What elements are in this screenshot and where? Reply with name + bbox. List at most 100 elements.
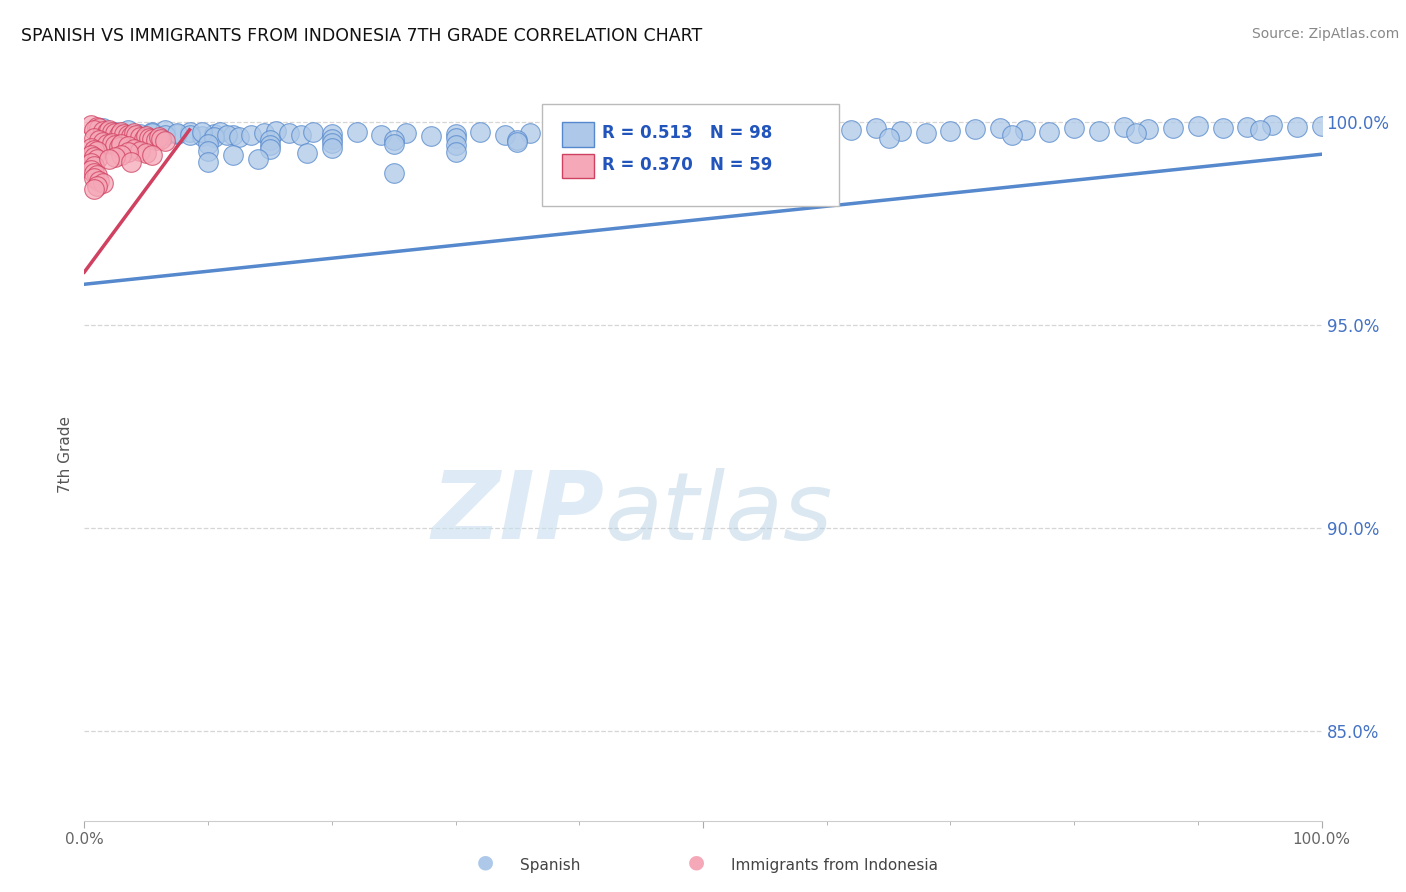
Point	[209, 125, 232, 139]
Point	[841, 123, 863, 137]
Point	[321, 132, 343, 146]
Point	[1285, 120, 1308, 134]
Point	[132, 132, 155, 146]
Point	[939, 123, 962, 137]
Point	[153, 128, 176, 142]
Point	[717, 126, 740, 140]
Point	[96, 125, 118, 139]
Point	[122, 126, 145, 140]
Point	[222, 128, 245, 142]
Point	[382, 136, 405, 151]
Point	[83, 131, 105, 145]
Point	[153, 123, 176, 137]
FancyBboxPatch shape	[562, 122, 595, 147]
Point	[253, 126, 276, 140]
Point	[141, 125, 163, 139]
Text: atlas: atlas	[605, 468, 832, 559]
Y-axis label: 7th Grade: 7th Grade	[58, 417, 73, 493]
Point	[1038, 125, 1060, 139]
Point	[129, 130, 152, 145]
Point	[100, 136, 122, 150]
Point	[91, 120, 114, 135]
Point	[120, 128, 142, 143]
Point	[228, 130, 250, 145]
Point	[790, 125, 813, 139]
Point	[86, 168, 108, 182]
Point	[1310, 119, 1333, 133]
Point	[444, 145, 467, 160]
Point	[166, 127, 188, 141]
FancyBboxPatch shape	[543, 103, 839, 206]
Point	[86, 120, 108, 134]
Point	[568, 133, 591, 147]
Point	[83, 165, 105, 179]
Point	[1261, 118, 1284, 132]
Point	[395, 126, 418, 140]
Text: SPANISH VS IMMIGRANTS FROM INDONESIA 7TH GRADE CORRELATION CHART: SPANISH VS IMMIGRANTS FROM INDONESIA 7TH…	[21, 27, 703, 45]
Point	[890, 123, 912, 137]
Point	[86, 144, 108, 158]
Point	[290, 128, 312, 142]
Point	[470, 125, 492, 139]
Point	[96, 136, 118, 151]
Point	[79, 162, 101, 177]
Point	[1161, 120, 1184, 135]
Point	[692, 128, 714, 142]
Point	[494, 128, 516, 142]
Point	[988, 120, 1011, 135]
Point	[141, 132, 163, 146]
Point	[117, 128, 139, 142]
Point	[153, 134, 176, 148]
Point	[150, 132, 173, 146]
Point	[444, 127, 467, 141]
Point	[1112, 120, 1135, 134]
Point	[91, 176, 114, 190]
Point	[79, 141, 101, 155]
Point	[91, 135, 114, 149]
Point	[104, 138, 127, 153]
Point	[965, 122, 987, 136]
Point	[914, 126, 936, 140]
Text: Source: ZipAtlas.com: Source: ZipAtlas.com	[1251, 27, 1399, 41]
Point	[79, 156, 101, 170]
Point	[692, 140, 714, 154]
Point	[191, 125, 214, 139]
Point	[79, 118, 101, 132]
Point	[145, 133, 167, 147]
Point	[1212, 120, 1234, 135]
Point	[191, 128, 214, 143]
Point	[91, 123, 114, 137]
Point	[259, 138, 281, 153]
Point	[815, 141, 838, 155]
Point	[129, 127, 152, 141]
Point	[110, 136, 132, 151]
Point	[89, 120, 111, 135]
FancyBboxPatch shape	[562, 153, 595, 178]
Point	[259, 142, 281, 156]
Point	[202, 127, 225, 141]
Point	[321, 136, 343, 150]
Point	[1001, 128, 1024, 142]
Point	[506, 133, 529, 147]
Point	[135, 128, 157, 143]
Point	[110, 148, 132, 162]
Point	[83, 143, 105, 157]
Point	[110, 125, 132, 139]
Text: Immigrants from Indonesia: Immigrants from Indonesia	[731, 858, 938, 872]
Point	[122, 142, 145, 156]
Point	[1063, 120, 1085, 135]
Point	[346, 125, 368, 139]
Point	[104, 125, 127, 139]
Point	[117, 123, 139, 137]
Point	[1125, 126, 1147, 140]
Point	[117, 139, 139, 153]
Point	[83, 151, 105, 165]
Point	[419, 128, 441, 143]
Point	[148, 130, 170, 145]
Point	[89, 173, 111, 187]
Point	[141, 126, 163, 140]
Point	[104, 151, 127, 165]
Point	[1137, 122, 1160, 136]
Point	[568, 127, 591, 141]
Point	[643, 123, 665, 137]
